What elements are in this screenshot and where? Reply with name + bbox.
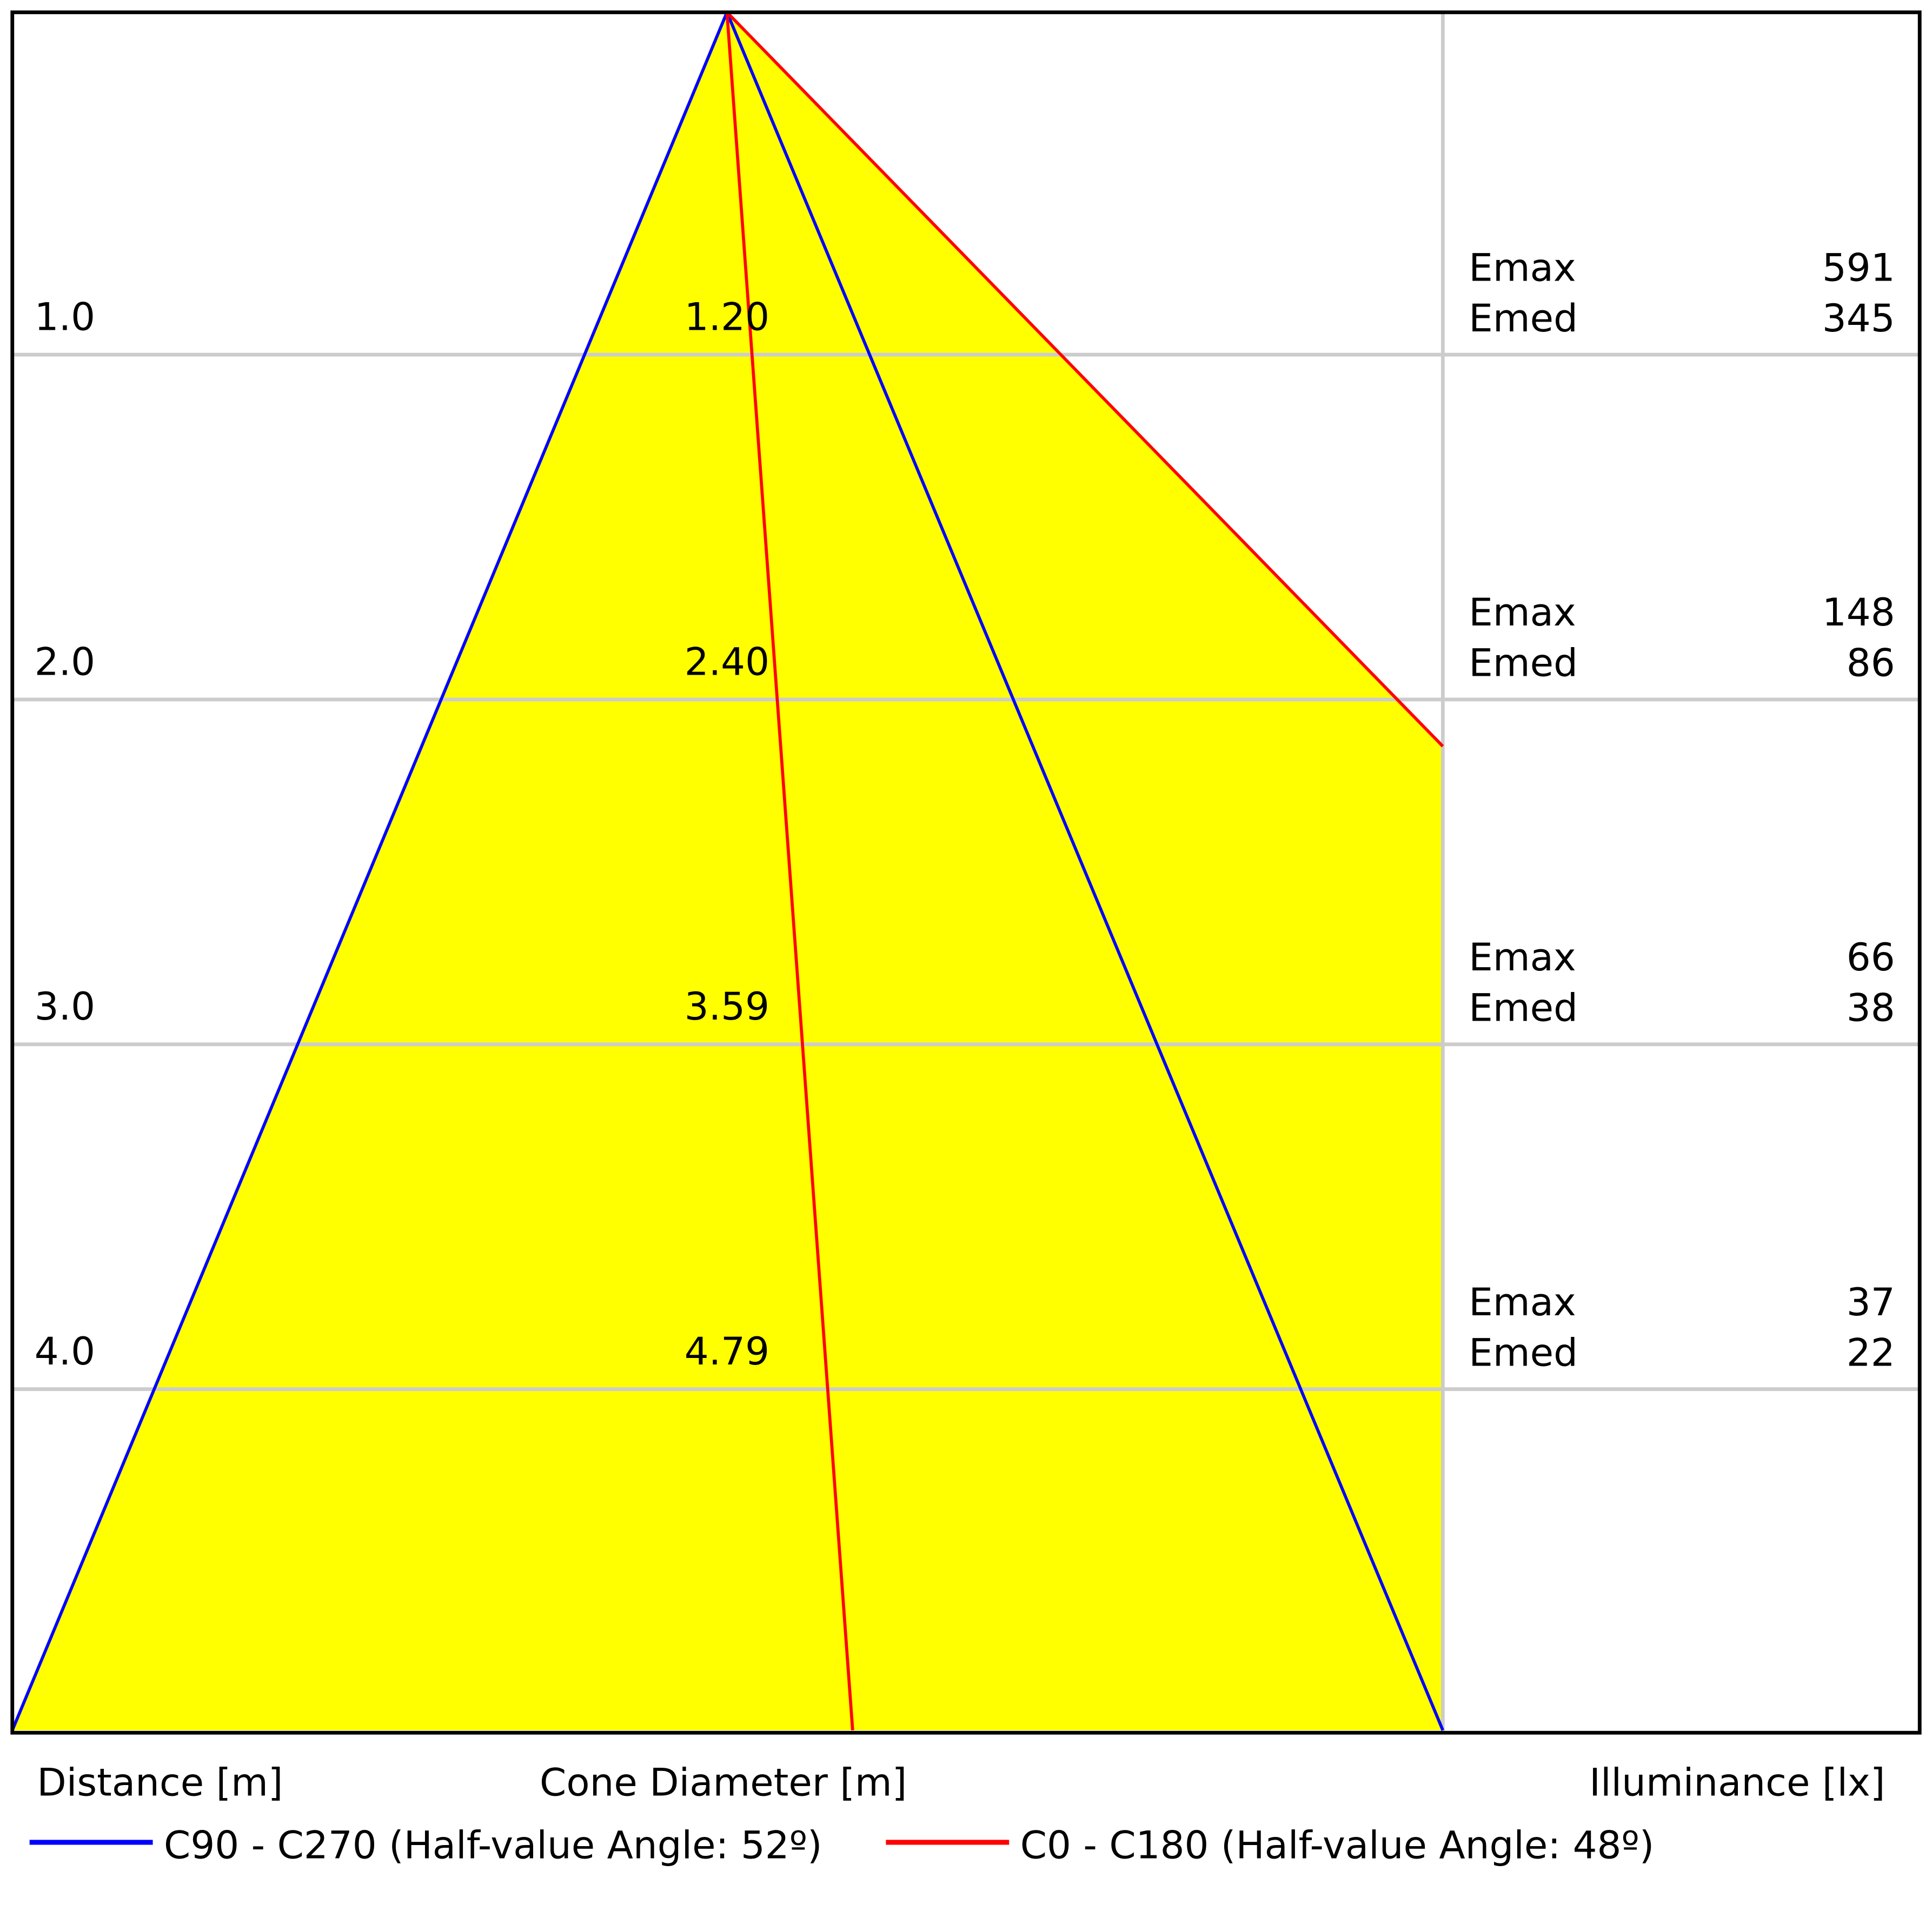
distance-axis-label: Distance [m]	[37, 1760, 283, 1805]
emed-label: Emed	[1469, 641, 1578, 685]
emax-value: 591	[1822, 245, 1895, 290]
plot-frame	[10, 10, 1922, 1735]
red-line-right	[726, 11, 1444, 748]
emed-label: Emed	[1469, 296, 1578, 341]
distance-label: 3.0	[35, 984, 95, 1029]
emed-label: Emed	[1469, 986, 1578, 1030]
emax-value: 148	[1822, 590, 1895, 635]
blue-line-left	[11, 11, 729, 1731]
cone-diameter-label: 3.59	[685, 984, 769, 1029]
blue-line-right	[725, 11, 1444, 1731]
emax-value: 66	[1847, 935, 1895, 980]
cone-diameter-label: 2.40	[685, 639, 769, 684]
distance-label: 1.0	[35, 295, 95, 339]
emed-label: Emed	[1469, 1330, 1578, 1375]
grid-lines	[12, 352, 1920, 1391]
emed-value: 38	[1847, 986, 1895, 1030]
emax-label: Emax	[1469, 935, 1576, 980]
emax-value: 37	[1847, 1280, 1895, 1324]
cone-diameter-label: 4.79	[685, 1329, 769, 1374]
distance-label: 4.0	[35, 1329, 95, 1374]
emed-value: 86	[1847, 641, 1895, 685]
cone-fill	[12, 12, 1443, 1730]
emax-label: Emax	[1469, 245, 1576, 290]
illuminance-axis-label: Illuminance [lx]	[1589, 1760, 1885, 1805]
cone-axis-label: Cone Diameter [m]	[540, 1760, 907, 1805]
cone-diameter-label: 1.20	[685, 295, 769, 339]
legend-blue-label: C90 - C270 (Half-value Angle: 52º)	[164, 1823, 822, 1868]
emed-value: 22	[1847, 1330, 1895, 1375]
distance-label: 2.0	[35, 639, 95, 684]
legend-red-label: C0 - C180 (Half-value Angle: 48º)	[1020, 1823, 1655, 1868]
emed-value: 345	[1822, 296, 1895, 341]
emax-label: Emax	[1469, 1280, 1576, 1324]
red-line-left	[725, 12, 854, 1730]
emax-label: Emax	[1469, 590, 1576, 635]
